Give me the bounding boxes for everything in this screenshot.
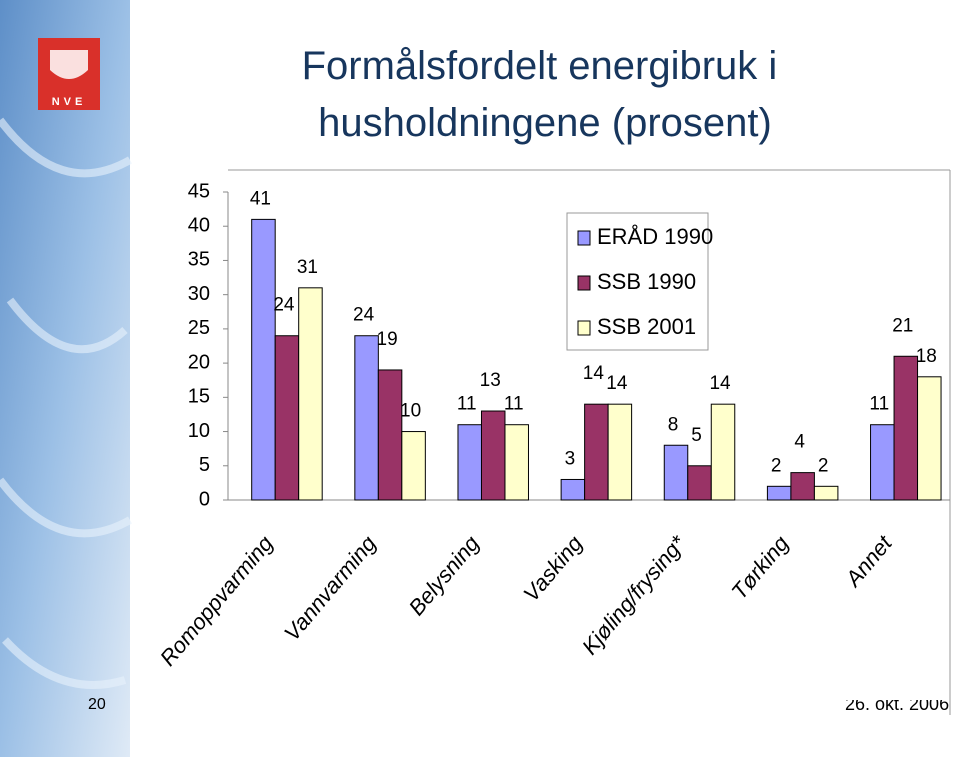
y-tick-label: 45 [188, 180, 210, 202]
legend-swatch [577, 275, 591, 291]
data-label: 2 [818, 455, 829, 476]
logo-text: NVE [52, 96, 87, 108]
data-label: 11 [869, 394, 889, 415]
chart-title: Formålsfordelt energibruk i husholdninge… [302, 44, 789, 145]
data-label: 10 [400, 401, 421, 422]
x-tick-label: Kjøling/frysing* [577, 530, 691, 660]
data-label: 4 [794, 432, 805, 453]
data-label: 24 [273, 295, 295, 316]
bar [917, 376, 942, 501]
bar [584, 403, 609, 501]
y-tick-label: 30 [188, 283, 210, 305]
x-tick-label: Belysning [404, 530, 485, 620]
y-tick-label: 40 [188, 215, 210, 237]
data-label: 24 [353, 305, 375, 326]
data-label: 31 [297, 257, 318, 278]
bar [504, 424, 529, 501]
data-label: 14 [583, 363, 605, 384]
x-tick-label: Romoppvarming [155, 530, 278, 670]
y-tick-label: 15 [188, 386, 210, 408]
data-label: 8 [668, 414, 679, 435]
y-tick-label: 10 [188, 420, 210, 442]
bar [560, 478, 586, 501]
bar [401, 431, 426, 501]
bar [710, 403, 736, 501]
date-mask [780, 680, 949, 700]
bar [480, 410, 506, 501]
bar [251, 218, 276, 501]
bar [813, 485, 839, 501]
legend-label: SSB 1990 [597, 269, 696, 294]
bar [893, 355, 919, 501]
x-tick-label: Annet [839, 530, 897, 592]
legend-label: SSB 2001 [597, 314, 696, 339]
bar [354, 335, 379, 501]
y-tick-label: 0 [199, 488, 210, 510]
y-tick-label: 5 [199, 454, 210, 476]
data-label: 2 [771, 455, 782, 476]
decor-waves [0, 117, 132, 689]
data-label: 11 [504, 394, 524, 415]
data-label: 13 [480, 370, 501, 391]
data-label: 18 [916, 346, 937, 367]
data-label: 11 [457, 394, 477, 415]
legend-label: ERÅD 1990 [597, 224, 713, 249]
legend-swatch [577, 320, 591, 336]
y-tick-label: 20 [188, 351, 210, 373]
logo-emblem [50, 50, 88, 79]
bar [790, 472, 815, 501]
bar [766, 485, 792, 501]
bar [663, 444, 689, 501]
x-tick-label: Vasking [518, 530, 587, 606]
data-label: 21 [892, 315, 913, 336]
bar [274, 335, 300, 501]
bar [377, 369, 403, 501]
data-label: 3 [565, 448, 576, 469]
bar [607, 403, 633, 501]
data-label: 14 [709, 373, 731, 394]
data-label: 41 [250, 188, 271, 209]
page-number: 20 [88, 696, 106, 713]
legend-swatch [577, 230, 591, 246]
data-label: 5 [691, 425, 702, 446]
y-tick-label: 35 [188, 249, 210, 271]
data-label: 19 [377, 329, 398, 350]
x-tick-label: Vannvarming [279, 530, 381, 645]
x-tick-label: Tørking [726, 530, 794, 604]
bar [298, 287, 323, 501]
decor-strip [0, 0, 130, 757]
bar [687, 465, 712, 501]
bar [457, 424, 482, 501]
data-label: 14 [606, 373, 628, 394]
y-tick-label: 25 [188, 317, 210, 339]
bar [870, 424, 895, 501]
